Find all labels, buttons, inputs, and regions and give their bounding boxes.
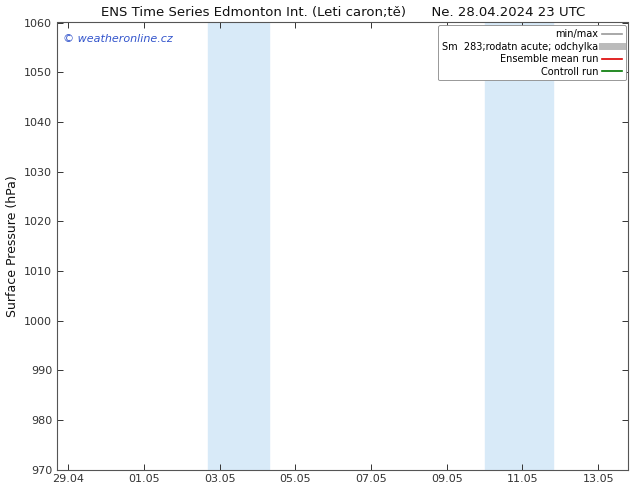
Bar — [484, 23, 553, 469]
Text: © weatheronline.cz: © weatheronline.cz — [63, 34, 172, 44]
Y-axis label: Surface Pressure (hPa): Surface Pressure (hPa) — [6, 175, 18, 317]
Legend: min/max, Sm  283;rodatn acute; odchylka, Ensemble mean run, Controll run: min/max, Sm 283;rodatn acute; odchylka, … — [438, 25, 626, 80]
Title: ENS Time Series Edmonton Int. (Leti caron;tě)      Ne. 28.04.2024 23 UTC: ENS Time Series Edmonton Int. (Leti caro… — [101, 5, 585, 19]
Bar — [209, 23, 269, 469]
